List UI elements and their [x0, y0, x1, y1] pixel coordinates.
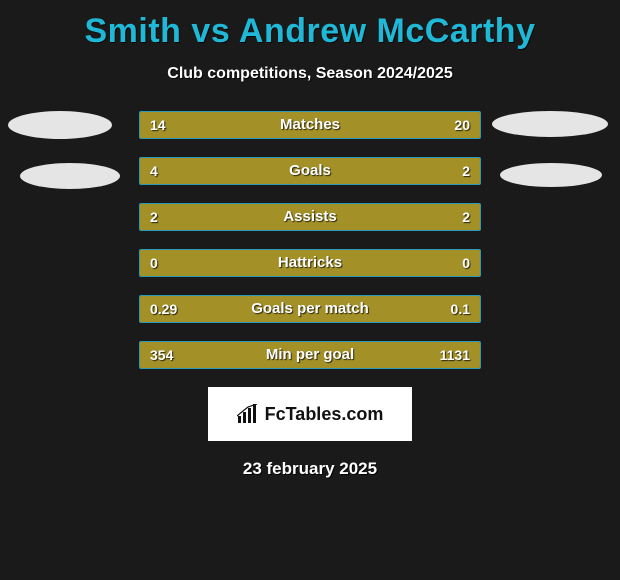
logo-text: FcTables.com: [265, 404, 384, 425]
subtitle: Club competitions, Season 2024/2025: [0, 65, 620, 83]
fctables-logo-badge: FcTables.com: [208, 387, 412, 441]
stat-label: Matches: [140, 112, 480, 138]
stat-label: Goals: [140, 158, 480, 184]
player2-name: Andrew McCarthy: [239, 12, 536, 50]
stat-row: 22Assists: [139, 203, 481, 231]
stat-label: Goals per match: [140, 296, 480, 322]
comparison-chart: 1420Matches 42Goals 22Assists 00Hattricks 0.…: [0, 111, 620, 369]
avatar-ellipse: [8, 111, 112, 139]
stat-label: Min per goal: [140, 342, 480, 368]
stat-row: 1420Matches: [139, 111, 481, 139]
stat-row: 3541131Min per goal: [139, 341, 481, 369]
avatar-ellipse: [500, 163, 602, 187]
vs-text: vs: [191, 12, 230, 50]
stat-row: 42Goals: [139, 157, 481, 185]
stat-row: 0.290.1Goals per match: [139, 295, 481, 323]
bar-chart-icon: [237, 404, 259, 424]
avatar-ellipse: [492, 111, 608, 137]
stat-row: 00Hattricks: [139, 249, 481, 277]
avatar-ellipse: [20, 163, 120, 189]
stat-label: Hattricks: [140, 250, 480, 276]
date-text: 23 february 2025: [0, 459, 620, 479]
comparison-title: Smith vs Andrew McCarthy: [0, 0, 620, 51]
player1-name: Smith: [85, 12, 182, 50]
stat-label: Assists: [140, 204, 480, 230]
